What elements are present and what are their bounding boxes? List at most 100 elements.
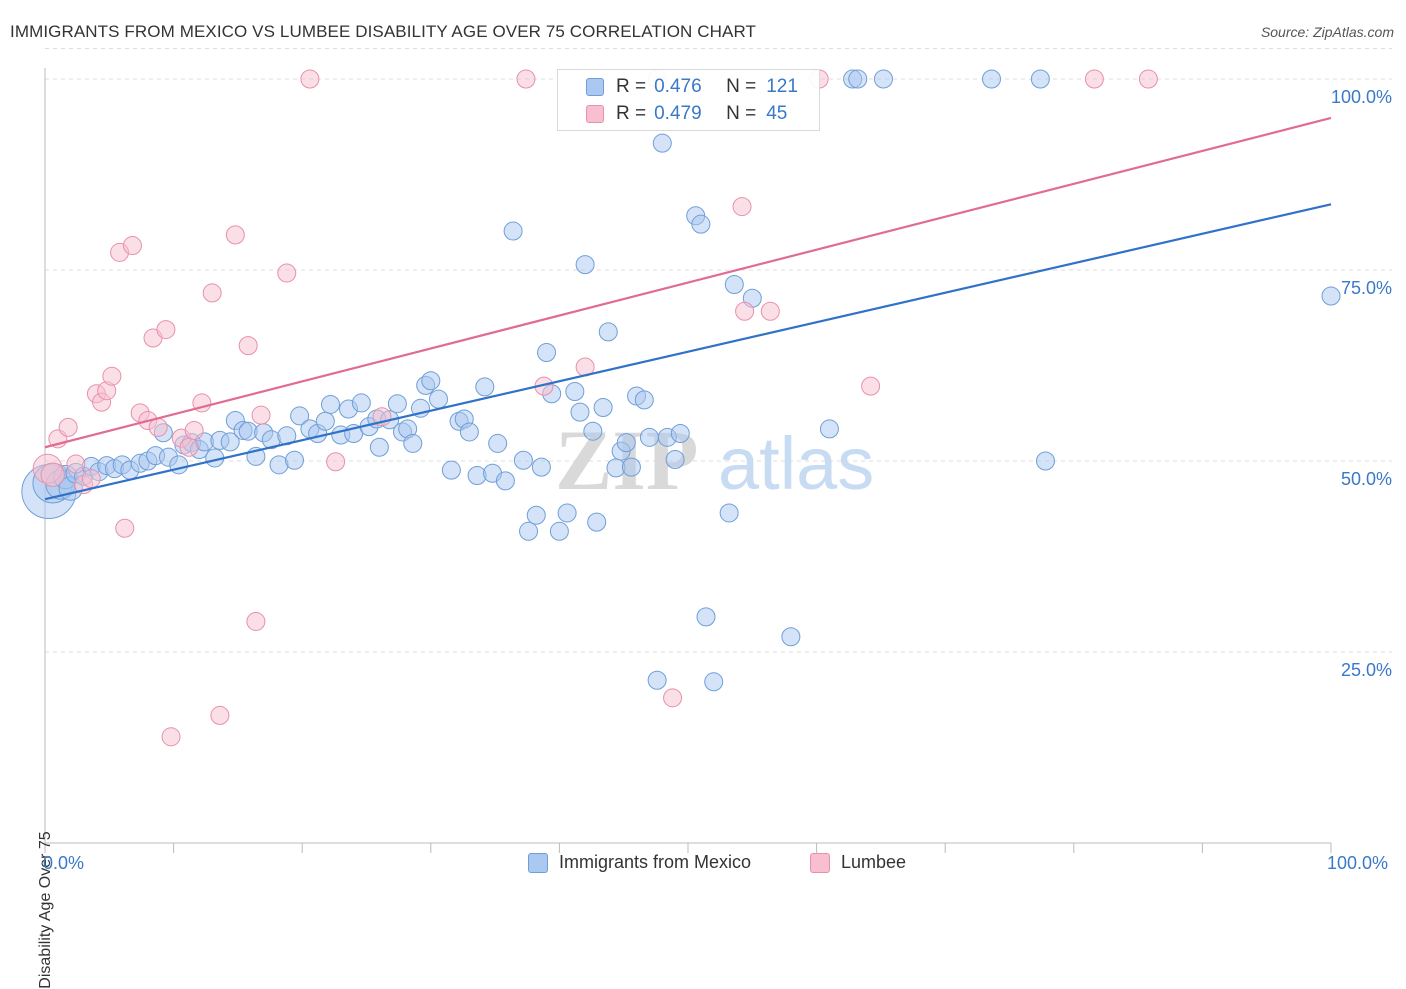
data-point-immigrants[interactable] (819, 419, 839, 439)
data-point-immigrants[interactable] (565, 381, 585, 401)
legend-label-lumbee: Lumbee (841, 852, 907, 872)
data-point-immigrants[interactable] (691, 214, 711, 234)
legend-item-lumbee[interactable]: Lumbee (810, 852, 906, 873)
data-point-immigrants[interactable] (598, 322, 618, 342)
data-point-lumbee[interactable] (735, 301, 755, 321)
data-point-immigrants[interactable] (981, 69, 1001, 89)
data-point-lumbee[interactable] (1138, 69, 1158, 89)
data-point-immigrants[interactable] (557, 503, 577, 523)
trend-line-immigrants (44, 203, 1332, 501)
legend-row-immigrants: R = 0.476 N = 121 (558, 74, 798, 100)
data-point-immigrants[interactable] (475, 377, 495, 397)
data-point-immigrants[interactable] (320, 394, 340, 414)
data-point-lumbee[interactable] (300, 69, 320, 89)
data-point-lumbee[interactable] (663, 688, 683, 708)
data-point-immigrants[interactable] (616, 433, 636, 453)
data-point-immigrants[interactable] (634, 390, 654, 410)
data-point-lumbee[interactable] (202, 283, 222, 303)
data-point-lumbee[interactable] (1084, 69, 1104, 89)
data-point-lumbee[interactable] (161, 727, 181, 747)
data-point-immigrants[interactable] (387, 394, 407, 414)
data-point-immigrants[interactable] (724, 275, 744, 295)
data-point-immigrants[interactable] (587, 512, 607, 532)
data-point-immigrants[interactable] (290, 406, 310, 426)
x-tick-label-max: 100.0% (1327, 853, 1389, 873)
data-point-immigrants[interactable] (719, 503, 739, 523)
data-point-immigrants[interactable] (526, 505, 546, 525)
data-point-lumbee[interactable] (732, 197, 752, 217)
data-point-immigrants[interactable] (665, 449, 685, 469)
legend-n-label: N = (726, 103, 757, 124)
data-point-immigrants[interactable] (873, 69, 893, 89)
data-point-lumbee[interactable] (122, 236, 142, 256)
data-point-lumbee[interactable] (148, 417, 168, 437)
data-point-immigrants[interactable] (421, 371, 441, 391)
legend-swatch-blue (528, 852, 548, 873)
data-point-lumbee[interactable] (861, 376, 881, 396)
data-point-immigrants[interactable] (549, 521, 569, 541)
series-legend: Immigrants from Mexico Lumbee (0, 852, 1406, 876)
data-point-immigrants[interactable] (459, 422, 479, 442)
data-point-lumbee[interactable] (184, 420, 204, 440)
data-point-immigrants[interactable] (704, 672, 724, 692)
data-point-immigrants[interactable] (639, 427, 659, 447)
legend-r-label: R = (616, 103, 647, 124)
data-point-immigrants[interactable] (593, 398, 613, 418)
data-point-immigrants[interactable] (369, 437, 389, 457)
data-point-immigrants[interactable] (670, 423, 690, 443)
correlation-legend: R = 0.476 N = 121 R = 0.479 N = 45 (557, 69, 820, 131)
data-point-lumbee[interactable] (156, 320, 176, 340)
watermark-atlas: atlas (718, 422, 874, 505)
data-point-immigrants[interactable] (647, 670, 667, 690)
data-point-lumbee[interactable] (58, 417, 78, 437)
data-point-immigrants[interactable] (351, 393, 371, 413)
data-point-lumbee[interactable] (66, 454, 86, 474)
data-point-immigrants[interactable] (1321, 286, 1341, 306)
data-point-immigrants[interactable] (169, 455, 189, 475)
data-point-lumbee[interactable] (760, 301, 780, 321)
data-point-immigrants[interactable] (429, 389, 449, 409)
data-point-immigrants[interactable] (652, 133, 672, 153)
data-point-lumbee[interactable] (40, 462, 65, 487)
trend-line-lumbee (44, 116, 1332, 449)
data-point-lumbee[interactable] (179, 437, 199, 457)
data-point-lumbee[interactable] (81, 469, 101, 489)
data-point-lumbee[interactable] (516, 69, 536, 89)
data-point-lumbee[interactable] (251, 405, 271, 425)
data-point-lumbee[interactable] (225, 225, 245, 245)
data-point-immigrants[interactable] (495, 471, 515, 491)
data-point-immigrants[interactable] (488, 433, 508, 453)
legend-n-label: N = (726, 76, 757, 97)
data-point-lumbee[interactable] (115, 518, 135, 538)
data-point-immigrants[interactable] (284, 450, 304, 470)
data-point-immigrants[interactable] (513, 450, 533, 470)
data-point-immigrants[interactable] (220, 432, 240, 452)
data-point-immigrants[interactable] (570, 402, 590, 422)
data-point-lumbee[interactable] (277, 263, 297, 283)
data-point-immigrants[interactable] (441, 460, 461, 480)
data-point-immigrants[interactable] (1030, 69, 1050, 89)
y-tick-label-75: 75.0% (1340, 278, 1392, 298)
data-point-immigrants[interactable] (848, 69, 868, 89)
data-point-lumbee[interactable] (102, 366, 122, 386)
legend-item-immigrants[interactable]: Immigrants from Mexico (528, 852, 751, 873)
legend-swatch-pink (810, 852, 830, 873)
x-tick-label-min: 0.0% (43, 853, 85, 873)
data-point-lumbee[interactable] (238, 336, 258, 356)
data-point-lumbee[interactable] (210, 705, 230, 725)
data-point-immigrants[interactable] (519, 521, 539, 541)
data-point-immigrants[interactable] (537, 343, 557, 363)
data-point-immigrants[interactable] (1036, 451, 1056, 471)
data-point-immigrants[interactable] (583, 421, 603, 441)
data-point-immigrants[interactable] (575, 255, 595, 275)
data-point-immigrants[interactable] (503, 221, 523, 241)
data-point-lumbee[interactable] (326, 452, 346, 472)
data-point-immigrants[interactable] (531, 457, 551, 477)
data-point-lumbee[interactable] (246, 611, 266, 631)
data-point-immigrants[interactable] (781, 627, 801, 647)
data-point-immigrants[interactable] (621, 457, 641, 477)
data-point-immigrants[interactable] (315, 411, 335, 431)
data-point-immigrants[interactable] (696, 607, 716, 627)
data-point-immigrants[interactable] (403, 433, 423, 453)
legend-n-value: 121 (766, 76, 798, 97)
